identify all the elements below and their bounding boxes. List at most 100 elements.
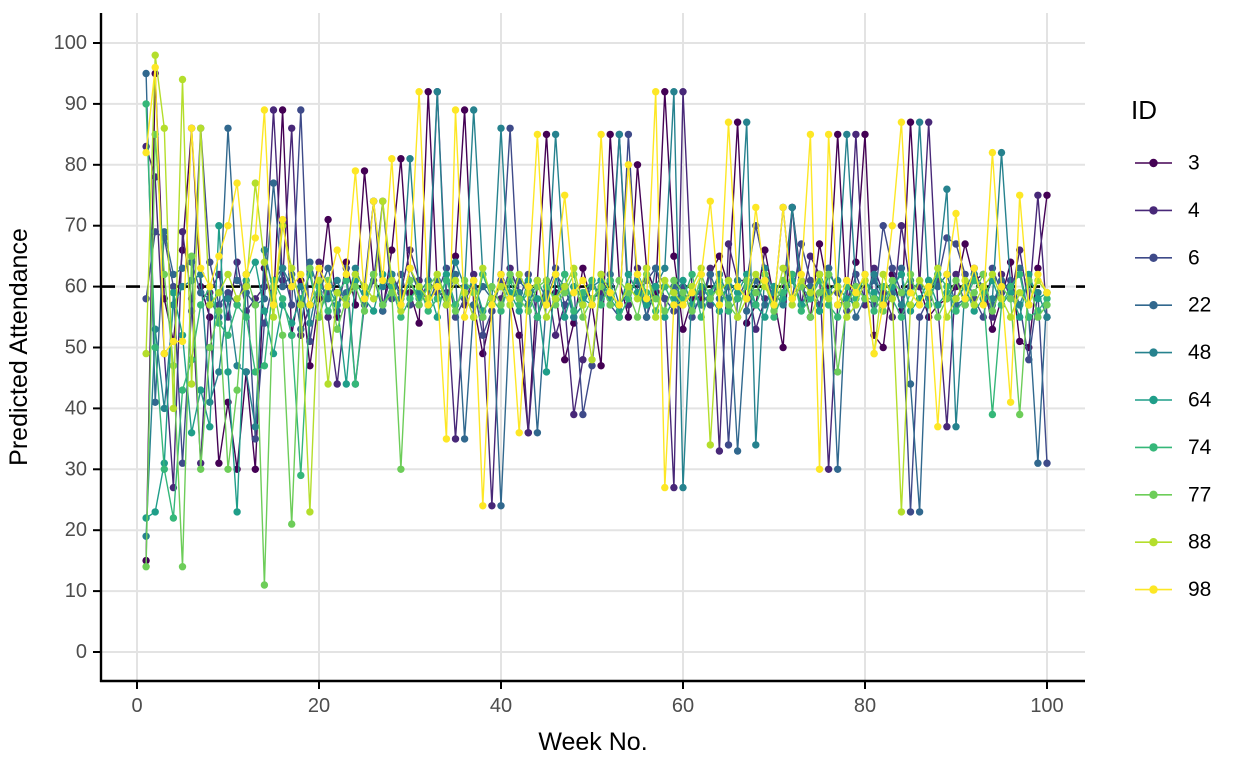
data-point (579, 264, 587, 272)
data-point (1025, 301, 1033, 309)
data-point (633, 270, 642, 279)
data-point (315, 258, 323, 266)
data-point (379, 301, 387, 309)
data-point (952, 423, 960, 431)
legend-item-48: 48 (1135, 341, 1211, 364)
data-point (897, 289, 906, 297)
data-point (288, 124, 296, 132)
data-point (333, 380, 341, 388)
data-point (242, 270, 250, 279)
legend-item-6: 6 (1135, 246, 1200, 269)
y-tick-label: 60 (65, 276, 87, 298)
data-point (406, 246, 414, 254)
data-point (1016, 289, 1024, 297)
y-tick-label: 0 (76, 641, 87, 663)
data-point (333, 289, 341, 297)
data-point (988, 148, 997, 157)
data-point (488, 282, 496, 291)
legend-label: 6 (1188, 246, 1200, 269)
data-point (934, 313, 942, 321)
data-point (251, 234, 259, 242)
data-point (906, 508, 915, 516)
data-point (970, 264, 978, 272)
data-point (897, 508, 906, 516)
data-point (943, 282, 951, 291)
data-point (197, 264, 205, 272)
data-point (970, 307, 978, 315)
data-point (779, 264, 787, 272)
legend-label: 88 (1188, 531, 1211, 554)
data-point (288, 282, 296, 291)
data-point (260, 581, 269, 589)
data-point (160, 404, 168, 413)
data-point (187, 276, 196, 285)
data-point (142, 295, 150, 303)
data-point (943, 423, 951, 431)
legend-point-swatch (1149, 538, 1158, 547)
data-point (733, 118, 742, 126)
x-tick-label: 80 (854, 695, 876, 717)
data-point (479, 331, 487, 339)
data-point (606, 276, 614, 285)
data-point (788, 301, 796, 309)
data-point (943, 185, 951, 193)
data-point (797, 270, 805, 279)
legend-label: 3 (1188, 152, 1200, 175)
data-point (224, 331, 232, 339)
data-point (970, 289, 978, 297)
data-point (906, 270, 915, 279)
data-point (761, 276, 769, 285)
data-point (406, 155, 414, 163)
data-point (1043, 289, 1051, 297)
data-point (988, 307, 997, 315)
data-point (670, 276, 678, 285)
data-point (997, 148, 1006, 157)
data-point (551, 270, 560, 279)
data-point (652, 264, 660, 272)
data-point (888, 264, 896, 272)
data-point (224, 222, 232, 230)
data-point (460, 435, 469, 443)
data-point (151, 508, 159, 516)
data-point (169, 270, 178, 279)
data-point (925, 118, 933, 126)
data-point (315, 276, 323, 285)
data-point (242, 282, 250, 291)
legend-point-swatch (1149, 301, 1158, 310)
data-point (597, 282, 605, 291)
data-point (269, 179, 278, 187)
data-point (606, 301, 614, 309)
data-point (415, 282, 423, 291)
data-point (379, 276, 387, 285)
data-point (397, 465, 405, 473)
data-point (879, 301, 887, 309)
data-point (260, 258, 269, 266)
data-point (169, 362, 178, 370)
data-point (806, 295, 815, 303)
data-point (1006, 398, 1015, 406)
data-point (278, 215, 287, 224)
data-point (988, 325, 997, 333)
data-point (451, 435, 460, 443)
legend-label: 64 (1188, 389, 1212, 412)
data-point (324, 264, 332, 272)
data-point (743, 319, 751, 327)
data-point (861, 270, 869, 279)
data-point (324, 380, 332, 388)
data-point (815, 240, 824, 248)
data-point (142, 514, 150, 522)
data-point (679, 88, 687, 96)
legend-item-4: 4 (1135, 199, 1200, 222)
legend-label: 22 (1188, 294, 1211, 317)
data-point (834, 301, 842, 309)
data-point (752, 270, 760, 279)
data-point (624, 161, 633, 169)
data-point (187, 356, 196, 364)
data-point (178, 386, 187, 394)
data-point (178, 459, 187, 467)
data-point (251, 435, 259, 443)
data-point (934, 423, 942, 431)
data-point (379, 197, 387, 205)
data-point (542, 301, 551, 309)
